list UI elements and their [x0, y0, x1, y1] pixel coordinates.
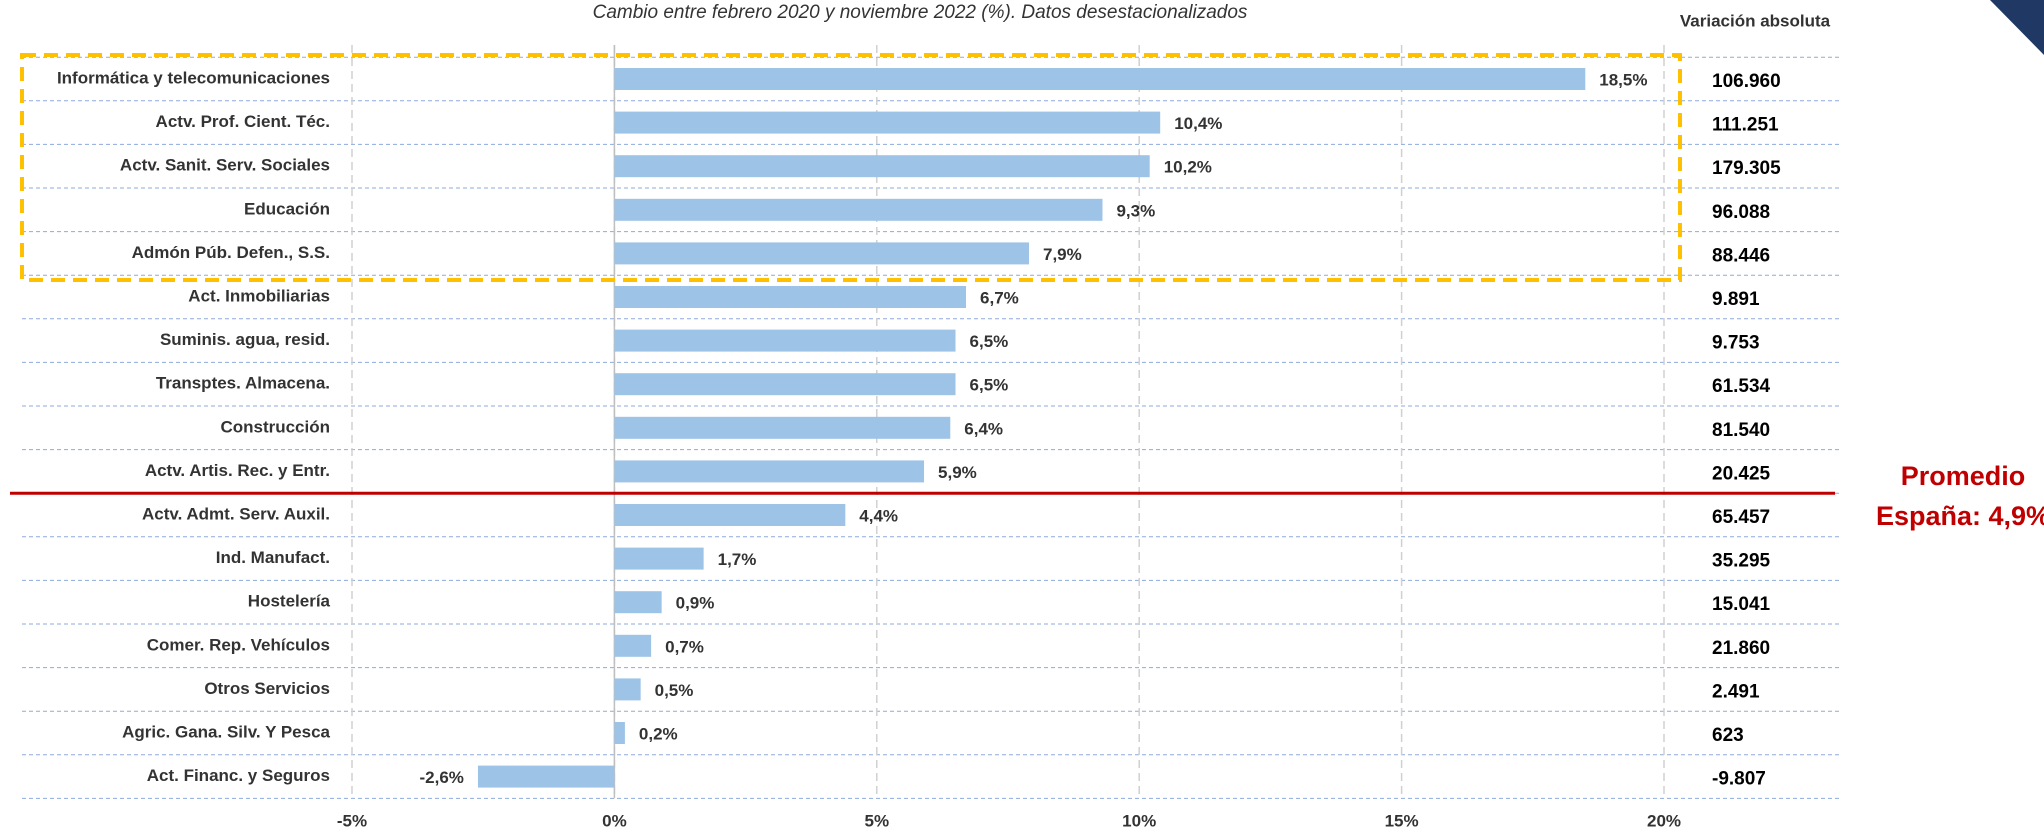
category-label: Suminis. agua, resid. — [160, 330, 330, 349]
category-label: Actv. Sanit. Serv. Sociales — [120, 156, 330, 175]
value-label: 0,2% — [639, 724, 678, 743]
absolute-value: 20.425 — [1712, 463, 1771, 484]
bar — [614, 678, 641, 701]
value-label: 4,4% — [859, 506, 898, 525]
bar — [614, 68, 1586, 90]
average-annotation: España: 4,9% — [1876, 501, 2044, 531]
absolute-value: 35.295 — [1712, 551, 1771, 572]
category-label: Actv. Prof. Cient. Téc. — [156, 112, 330, 131]
category-label: Ind. Manufact. — [216, 548, 330, 567]
chart-title: Cambio entre febrero 2020 y noviembre 20… — [593, 2, 1248, 23]
absolute-value: 65.457 — [1712, 507, 1770, 528]
bar — [614, 591, 662, 614]
value-label: 1,7% — [718, 550, 757, 569]
absolute-value: 15.041 — [1712, 594, 1771, 615]
value-label: 0,7% — [665, 637, 704, 656]
x-tick-label: 20% — [1647, 811, 1681, 830]
category-label: Agric. Gana. Silv. Y Pesca — [122, 722, 330, 741]
absolute-value: 9.891 — [1712, 289, 1760, 310]
value-label: 6,4% — [964, 419, 1003, 438]
x-tick-label: 10% — [1122, 811, 1156, 830]
bar — [614, 373, 956, 396]
value-label: 0,5% — [655, 681, 694, 700]
x-tick-label: -5% — [337, 811, 367, 830]
bar — [614, 504, 846, 526]
bar — [614, 155, 1150, 178]
value-label: 6,7% — [980, 288, 1019, 307]
bar — [614, 242, 1029, 265]
value-label: 0,9% — [676, 594, 715, 613]
bar — [614, 286, 967, 308]
bar — [614, 460, 925, 483]
column-header: Variación absoluta — [1680, 11, 1831, 30]
bar — [614, 329, 956, 352]
absolute-value: 96.088 — [1712, 202, 1770, 223]
absolute-value: 111.251 — [1712, 115, 1779, 136]
value-label: 10,2% — [1164, 158, 1212, 177]
value-label: 7,9% — [1043, 245, 1082, 264]
category-label: Transptes. Almacena. — [156, 374, 330, 393]
absolute-value: 623 — [1712, 725, 1744, 746]
absolute-value: 179.305 — [1712, 158, 1781, 179]
bar — [614, 547, 704, 570]
value-label: 18,5% — [1599, 70, 1647, 89]
category-label: Informática y telecomunicaciones — [57, 68, 330, 87]
corner-decoration — [1990, 0, 2044, 55]
category-label: Otros Servicios — [204, 679, 330, 698]
absolute-value: 21.860 — [1712, 638, 1770, 659]
value-label: 6,5% — [970, 332, 1009, 351]
bar — [614, 198, 1103, 221]
value-label: 9,3% — [1116, 201, 1155, 220]
category-label: Actv. Artis. Rec. y Entr. — [145, 461, 330, 480]
absolute-value: -9.807 — [1712, 769, 1766, 790]
category-label: Act. Inmobiliarias — [188, 286, 330, 305]
bar — [614, 634, 652, 657]
category-label: Construcción — [220, 417, 330, 436]
absolute-value: 61.534 — [1712, 376, 1771, 397]
category-label: Educación — [244, 199, 330, 218]
bar — [614, 722, 625, 744]
absolute-value: 81.540 — [1712, 420, 1770, 441]
bar — [614, 416, 951, 439]
category-label: Hostelería — [248, 592, 331, 611]
absolute-value: 106.960 — [1712, 71, 1781, 92]
x-tick-label: 15% — [1385, 811, 1419, 830]
bar — [477, 765, 615, 788]
x-tick-label: 0% — [602, 811, 627, 830]
value-label: 6,5% — [970, 376, 1009, 395]
absolute-value: 9.753 — [1712, 333, 1760, 354]
highlight-box — [20, 53, 1682, 282]
value-label: 10,4% — [1174, 114, 1222, 133]
value-label: -2,6% — [420, 768, 464, 787]
average-annotation: Promedio — [1901, 461, 2026, 491]
category-label: Admón Púb. Defen., S.S. — [132, 243, 330, 262]
category-label: Actv. Admt. Serv. Auxil. — [142, 504, 330, 523]
x-tick-label: 5% — [865, 811, 890, 830]
absolute-value: 2.491 — [1712, 681, 1760, 702]
bar — [614, 111, 1161, 134]
absolute-value: 88.446 — [1712, 245, 1770, 266]
category-label: Comer. Rep. Vehículos — [147, 635, 330, 654]
value-label: 5,9% — [938, 463, 977, 482]
category-label: Act. Financ. y Seguros — [147, 766, 330, 785]
